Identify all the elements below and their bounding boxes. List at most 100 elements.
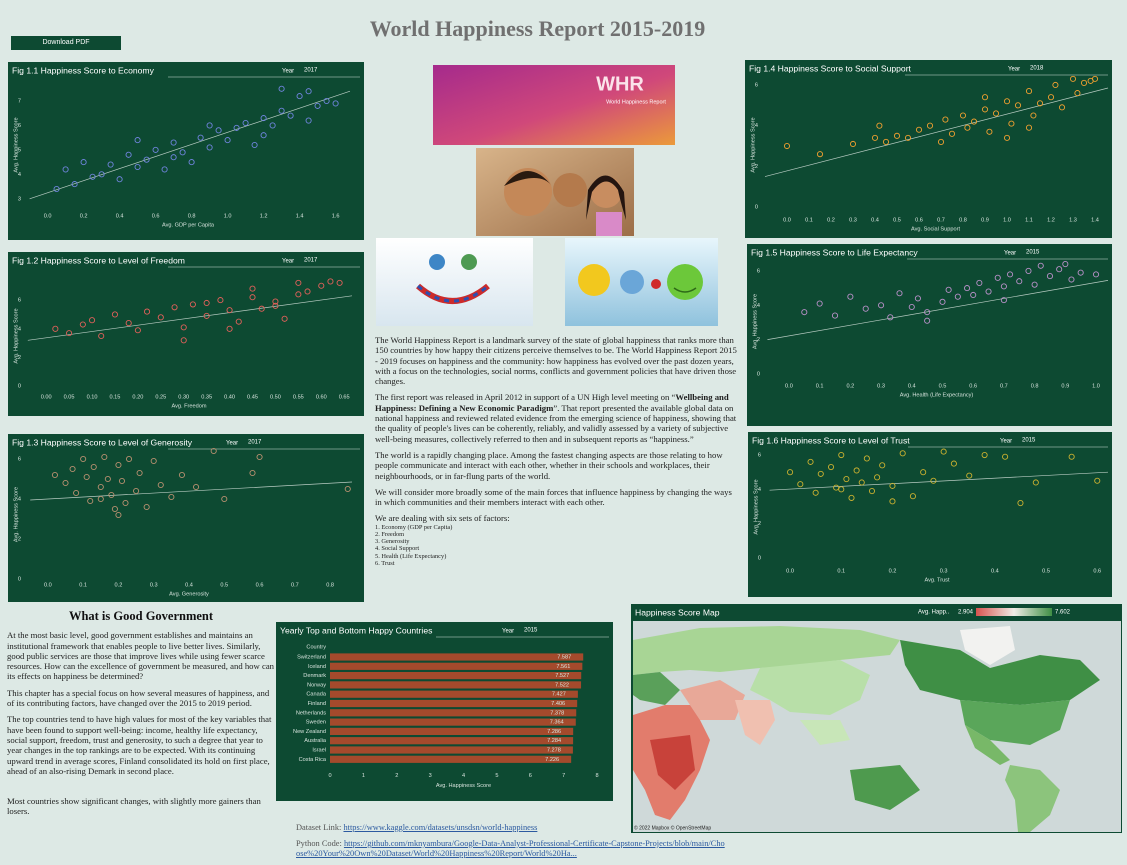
bar	[330, 746, 573, 754]
y-tick-label: 6	[18, 123, 21, 129]
label: Dataset Link:	[296, 823, 342, 832]
panel-background	[748, 432, 1112, 597]
point	[896, 290, 903, 297]
x-tick-label: 1.4	[296, 213, 304, 219]
x-tick-label: 0.2	[115, 582, 123, 588]
category-label: Norway	[307, 682, 326, 688]
point	[831, 312, 839, 319]
point	[104, 475, 111, 483]
panel-background	[8, 62, 364, 240]
y-axis-label: Avg. Happiness Score	[752, 294, 758, 349]
point	[847, 293, 854, 300]
y-tick-label: 4	[755, 123, 758, 129]
point	[1074, 90, 1081, 97]
point	[1031, 281, 1038, 288]
point	[1006, 271, 1014, 278]
trend-line	[29, 90, 351, 200]
year-label: Year	[282, 69, 294, 75]
x-tick-label: 0.7	[937, 217, 945, 223]
x-tick-label: 0.4	[991, 568, 999, 574]
point	[924, 309, 931, 316]
year-value: 2015	[1022, 438, 1036, 444]
year-value: 2017	[304, 68, 318, 74]
point	[1003, 98, 1011, 105]
category-label: Sweden	[306, 720, 326, 726]
point	[327, 278, 334, 285]
x-tick-label: 1.2	[1047, 217, 1055, 223]
point	[203, 299, 210, 307]
point	[171, 304, 178, 311]
point	[143, 503, 150, 511]
bar	[330, 653, 584, 661]
x-tick-label: 0.8	[326, 582, 334, 588]
point	[251, 141, 258, 149]
point	[287, 112, 294, 119]
point	[1025, 88, 1033, 95]
category-label: Finland	[308, 701, 326, 707]
point	[970, 291, 977, 299]
point	[53, 185, 60, 193]
point	[206, 144, 213, 151]
point	[1056, 266, 1063, 273]
point	[914, 295, 921, 302]
smiley	[620, 270, 644, 294]
point	[122, 499, 129, 507]
x-tick-label: 1.4	[1091, 217, 1099, 223]
x-tick-label: 3	[429, 773, 432, 779]
code-link-row: Python Code: https://github.com/mknyambu…	[296, 839, 726, 859]
value-label: 7.427	[552, 692, 566, 698]
region	[735, 700, 775, 745]
links: Dataset Link: https://www.kaggle.com/dat…	[296, 823, 726, 865]
paragraph: The first report was released in April 2…	[375, 392, 737, 443]
point	[848, 494, 855, 501]
point	[1047, 94, 1055, 101]
x-tick-label: 0.30	[178, 394, 189, 400]
code-link[interactable]: https://github.com/mknyambura/Google-Dat…	[296, 839, 725, 858]
point	[115, 461, 122, 469]
point	[849, 140, 857, 148]
value-label: 7.278	[547, 747, 561, 753]
region	[750, 660, 870, 715]
x-tick-label: 0.05	[64, 394, 75, 400]
x-tick-label: 0.0	[786, 568, 794, 574]
point	[295, 291, 302, 298]
map-panel	[631, 604, 1122, 833]
point	[157, 481, 164, 489]
emphasis: Wellbeing and Happiness: Defining a New …	[375, 392, 729, 413]
x-tick-label: 0.6	[1093, 568, 1101, 574]
point	[107, 161, 114, 168]
dataset-link[interactable]: https://www.kaggle.com/datasets/unsdsn/w…	[343, 823, 538, 832]
paragraph: This chapter has a special focus on how …	[7, 687, 270, 709]
logo-caption: World Happiness Report	[606, 99, 666, 105]
y-axis-label: Avg. Happiness Score	[13, 308, 19, 363]
y-tick-label: 2	[755, 164, 758, 170]
value-label: 7.522	[555, 682, 569, 688]
legend-title: Avg. Happ..	[918, 610, 950, 616]
point	[242, 119, 249, 127]
x-tick-label: 0.35	[201, 394, 212, 400]
point	[71, 181, 78, 188]
x-tick-label: 1.6	[332, 213, 340, 219]
point	[858, 479, 865, 486]
point	[862, 305, 869, 312]
panel-background	[745, 60, 1112, 238]
download-button[interactable]: Download PDF	[11, 36, 121, 50]
point	[985, 288, 992, 295]
point	[272, 298, 279, 305]
x-axis-label: Avg. Social Support	[911, 226, 960, 232]
point	[51, 471, 58, 479]
point	[939, 298, 946, 305]
category-label: Iceland	[308, 664, 326, 670]
y-tick-label: 2	[18, 355, 21, 361]
point	[180, 337, 187, 344]
factor-item: 6. Trust	[375, 559, 395, 567]
point	[1037, 262, 1044, 269]
clothes	[596, 212, 622, 236]
point	[98, 171, 105, 178]
point	[278, 107, 285, 114]
point	[133, 487, 140, 495]
point	[1069, 75, 1077, 82]
panel-title: Fig 1.6 Happiness Score to Level of Trus…	[752, 435, 910, 445]
x-tick-label: 0.2	[80, 213, 88, 219]
point	[125, 455, 133, 463]
